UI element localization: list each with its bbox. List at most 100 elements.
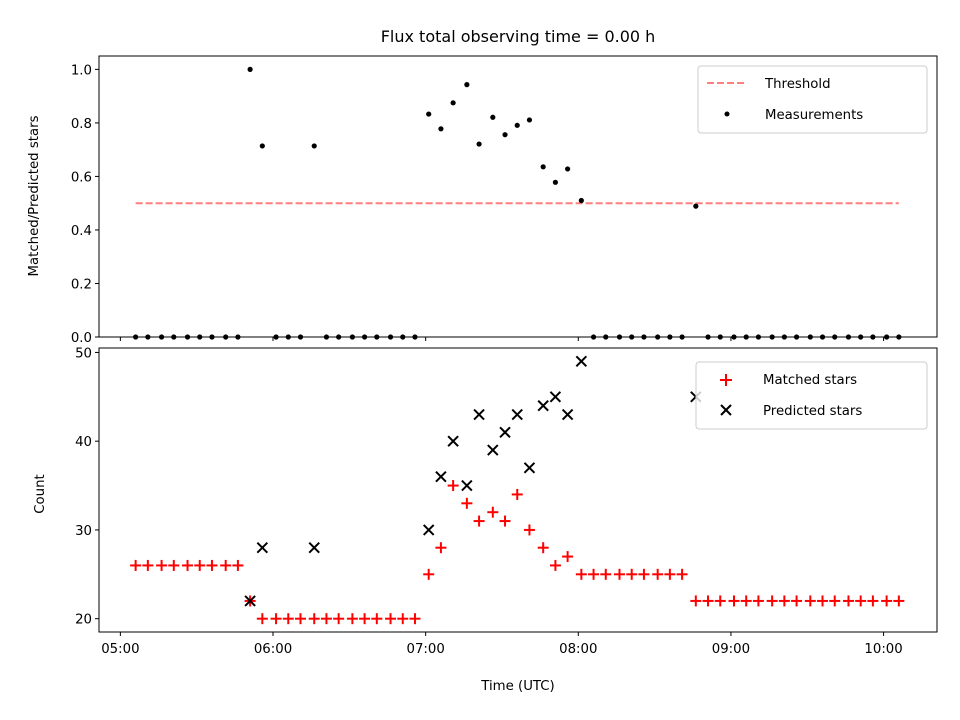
predicted-stars-point: [575, 355, 588, 368]
matched-stars-point: [282, 613, 294, 625]
matched-stars-point: [333, 613, 345, 625]
predicted-stars-point: [473, 408, 485, 421]
matched-stars-point: [549, 559, 561, 571]
predicted-stars-point: [244, 595, 256, 607]
matched-stars-point: [447, 480, 459, 492]
top-ytick-label: 0.6: [71, 170, 92, 185]
x-axis-label: Time (UTC): [480, 679, 555, 694]
matched-stars-point: [409, 613, 421, 625]
matched-stars-point: [766, 595, 778, 607]
legend-threshold-label: Threshold: [764, 77, 831, 92]
matched-stars-point: [842, 595, 854, 607]
matched-stars-point: [690, 595, 702, 607]
ratio-panel: 0.0 0.2 0.4 0.6 0.8 1.0 Matched/Predicted sta…: [27, 55, 938, 346]
predicted-stars-point: [537, 399, 549, 412]
matched-stars-point: [881, 595, 893, 607]
matched-stars-point: [652, 568, 664, 580]
matched-stars-point: [588, 568, 600, 580]
ratio-legend: Threshold Measurements: [697, 65, 928, 134]
top-ytick-label: 0.2: [71, 277, 92, 292]
predicted-stars-point: [256, 541, 269, 554]
matched-stars-point: [142, 559, 154, 571]
matched-stars-point: [130, 559, 142, 571]
top-ytick-label: 1.0: [71, 63, 92, 78]
xtick-label: 08:00: [559, 642, 597, 657]
chart-title: Flux total observing time = 0.00 h: [381, 27, 656, 46]
count-panel-frame: [98, 347, 938, 633]
matched-stars-point: [385, 613, 397, 625]
count-legend: Matched stars Predicted stars: [695, 361, 928, 430]
matched-stars-point: [804, 595, 816, 607]
matched-stars-point: [320, 613, 332, 625]
measurement-point: [450, 100, 456, 106]
matched-stars-point: [423, 568, 435, 580]
matched-stars-point: [575, 568, 587, 580]
matched-stars-point: [182, 559, 194, 571]
measurement-point: [476, 141, 482, 147]
matched-stars-point: [728, 595, 740, 607]
xtick-label: 07:00: [406, 642, 444, 657]
predicted-stars-point: [511, 408, 523, 421]
matched-stars-point: [562, 551, 574, 563]
predicted-stars-point: [447, 435, 459, 447]
matched-stars-point: [206, 559, 218, 571]
measurement-point: [438, 126, 444, 132]
measurement-point: [540, 164, 546, 170]
measurement-point: [490, 114, 496, 120]
top-ytick-label: 0.4: [71, 224, 92, 239]
top-ytick-label: 0.8: [71, 117, 92, 132]
matched-stars-point: [600, 568, 612, 580]
matched-stars-point: [499, 515, 511, 527]
predicted-stars-point: [523, 462, 536, 474]
ratio-panel-frame: [98, 55, 938, 338]
matched-stars-point: [638, 568, 650, 580]
legend-predicted-label: Predicted stars: [763, 404, 862, 419]
matched-stars-point: [435, 542, 447, 554]
measurement-point: [552, 179, 558, 185]
predicted-stars-point: [487, 444, 499, 456]
count-y-axis-label: Count: [33, 474, 48, 514]
matched-stars-point: [740, 595, 752, 607]
matched-stars-point: [511, 488, 523, 500]
xtick-label: 05:00: [101, 642, 139, 657]
matched-stars-point: [308, 613, 320, 625]
matched-stars-point: [626, 568, 638, 580]
matched-stars-point: [461, 497, 473, 509]
xtick-label: 10:00: [864, 642, 902, 657]
legend-matched-label: Matched stars: [763, 373, 857, 388]
measurement-point: [565, 166, 571, 172]
matched-stars-point: [664, 568, 676, 580]
matched-stars-point: [523, 524, 535, 536]
matched-stars-point: [614, 568, 626, 580]
legend-measurements-swatch: [724, 111, 730, 117]
matched-stars-point: [829, 595, 841, 607]
predicted-stars-point: [561, 408, 574, 421]
matched-stars-point: [676, 568, 688, 580]
xtick-label: 06:00: [254, 642, 292, 657]
predicted-stars-point: [422, 524, 435, 536]
bot-ytick-label: 30: [75, 524, 92, 539]
matched-stars-point: [256, 613, 268, 625]
matched-stars-point: [346, 613, 358, 625]
matched-stars-point: [752, 595, 764, 607]
matched-stars-point: [156, 559, 168, 571]
bot-ytick-label: 40: [75, 435, 92, 450]
matched-stars-point: [294, 613, 306, 625]
predicted-stars-point: [308, 541, 320, 554]
matched-stars-point: [702, 595, 714, 607]
matched-stars-point: [893, 595, 905, 607]
matched-stars-point: [220, 559, 232, 571]
matched-stars-point: [817, 595, 829, 607]
matched-stars-point: [714, 595, 726, 607]
top-ytick-label: 0.0: [71, 331, 92, 346]
matched-stars-point: [359, 613, 371, 625]
measurement-point: [464, 82, 470, 88]
matched-stars-point: [397, 613, 409, 625]
matched-stars-point: [855, 595, 867, 607]
predicted-stars-point: [461, 479, 473, 492]
legend-matched-swatch: [720, 374, 732, 386]
bot-ytick-label: 20: [75, 613, 92, 628]
matched-stars-point: [867, 595, 879, 607]
matched-stars-point: [778, 595, 790, 607]
